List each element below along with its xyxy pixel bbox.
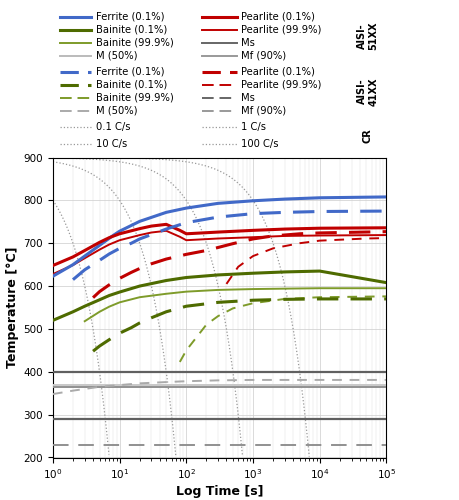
Text: Ms: Ms [240, 38, 254, 48]
Y-axis label: Temperature [°C]: Temperature [°C] [6, 246, 19, 368]
Text: M (50%): M (50%) [95, 106, 137, 116]
Text: Bainite (0.1%): Bainite (0.1%) [95, 24, 167, 34]
Text: Pearlite (0.1%): Pearlite (0.1%) [240, 66, 314, 76]
Text: AISI-
51XX: AISI- 51XX [356, 22, 377, 50]
Text: 1 C/s: 1 C/s [240, 122, 265, 132]
Text: Pearlite (99.9%): Pearlite (99.9%) [240, 80, 320, 90]
Text: Bainite (99.9%): Bainite (99.9%) [95, 38, 173, 48]
Text: Bainite (99.9%): Bainite (99.9%) [95, 93, 173, 103]
Text: Pearlite (0.1%): Pearlite (0.1%) [240, 12, 314, 22]
Text: AISI-
41XX: AISI- 41XX [356, 77, 377, 106]
Text: Bainite (0.1%): Bainite (0.1%) [95, 80, 167, 90]
Text: M (50%): M (50%) [95, 51, 137, 61]
Text: Mf (90%): Mf (90%) [240, 51, 285, 61]
Text: 10 C/s: 10 C/s [95, 139, 127, 149]
Text: Pearlite (99.9%): Pearlite (99.9%) [240, 24, 320, 34]
Text: Ms: Ms [240, 93, 254, 103]
Text: 100 C/s: 100 C/s [240, 139, 278, 149]
Text: Mf (90%): Mf (90%) [240, 106, 285, 116]
X-axis label: Log Time [s]: Log Time [s] [175, 485, 263, 498]
Text: 0.1 C/s: 0.1 C/s [95, 122, 130, 132]
Text: Ferrite (0.1%): Ferrite (0.1%) [95, 66, 164, 76]
Text: CR: CR [362, 128, 372, 144]
Text: Ferrite (0.1%): Ferrite (0.1%) [95, 12, 164, 22]
